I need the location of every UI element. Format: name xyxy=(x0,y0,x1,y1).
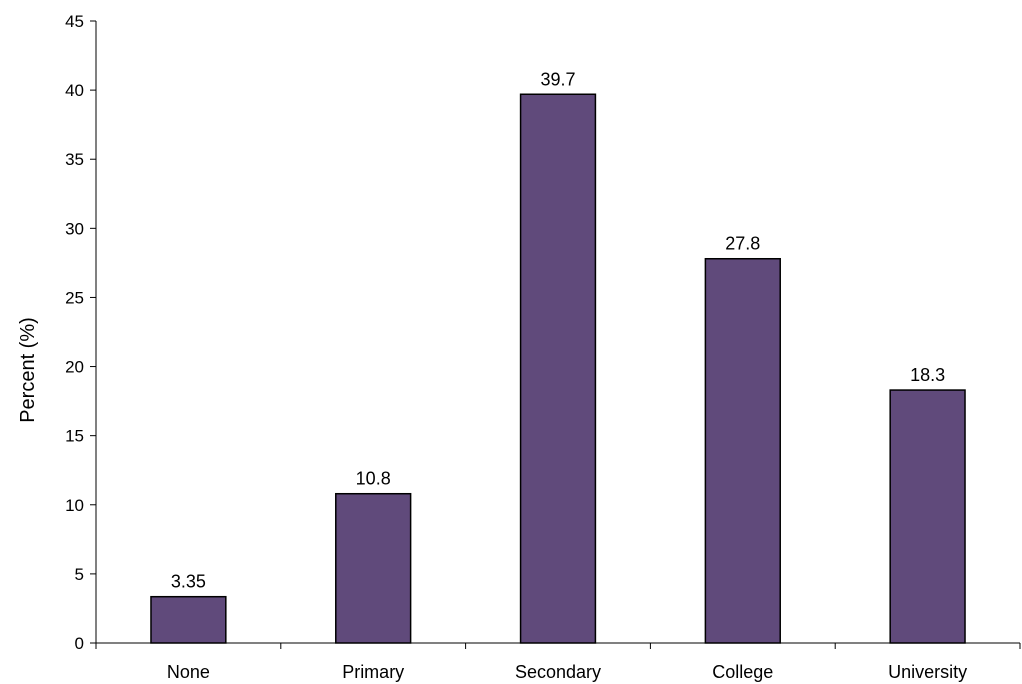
data-label: 10.8 xyxy=(356,469,391,489)
y-tick-label: 20 xyxy=(65,358,84,377)
x-category-label: Secondary xyxy=(515,662,601,682)
y-tick-label: 35 xyxy=(65,150,84,169)
bar-university xyxy=(889,389,966,644)
bars xyxy=(150,93,966,644)
data-label: 3.35 xyxy=(171,572,206,592)
y-tick-label: 15 xyxy=(65,427,84,446)
data-label: 39.7 xyxy=(540,69,575,89)
y-tick-label: 30 xyxy=(65,219,84,238)
y-tick-label: 40 xyxy=(65,81,84,100)
data-labels: 3.35 10.8 39.7 27.8 18.3 xyxy=(171,69,945,591)
bar-none xyxy=(150,595,227,644)
x-category-label: College xyxy=(712,662,773,682)
bar-secondary xyxy=(519,93,597,644)
bar-primary xyxy=(335,492,412,644)
x-axis: None Primary Secondary College University xyxy=(95,642,1021,682)
data-label: 18.3 xyxy=(910,365,945,385)
y-tick-label: 5 xyxy=(75,565,84,584)
y-tick-label: 10 xyxy=(65,496,84,515)
y-tick-label: 25 xyxy=(65,288,84,307)
y-axis-title: Percent (%) xyxy=(17,317,39,423)
bar-college xyxy=(704,257,781,644)
data-label: 27.8 xyxy=(725,234,760,254)
x-category-label: University xyxy=(888,662,967,682)
x-category-label: None xyxy=(167,662,210,682)
y-tick-label: 45 xyxy=(65,12,84,31)
y-tick-label: 0 xyxy=(75,634,84,653)
y-axis: 0 5 10 15 20 25 30 35 40 45 xyxy=(65,12,97,653)
x-category-label: Primary xyxy=(342,662,404,682)
